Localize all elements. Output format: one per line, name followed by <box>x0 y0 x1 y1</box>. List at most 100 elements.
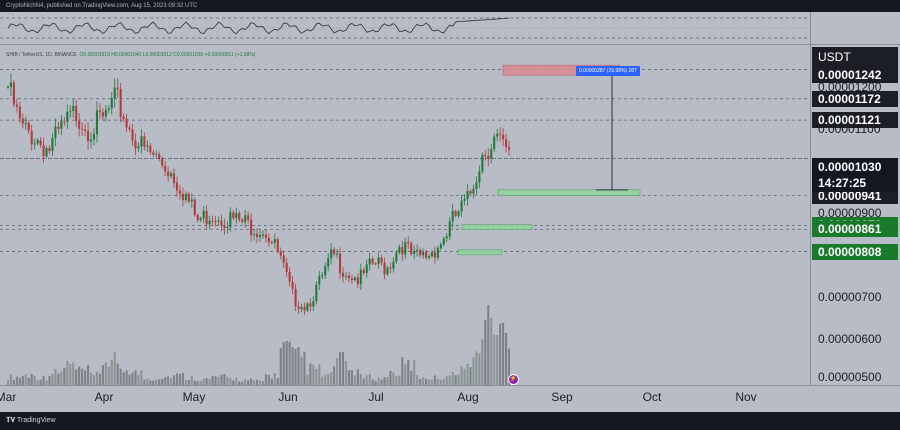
volume-bar <box>36 380 39 385</box>
candle-body <box>291 281 294 289</box>
volume-bar <box>507 348 511 385</box>
volume-bar <box>327 373 330 385</box>
candle-body <box>24 122 27 124</box>
volume-bar <box>167 376 170 385</box>
volume-bar <box>101 365 104 385</box>
candle-body <box>208 220 211 225</box>
candle-body <box>377 257 380 264</box>
volume-bar <box>125 370 128 385</box>
volume-bar <box>392 372 395 385</box>
main-chart-pane[interactable] <box>0 45 810 385</box>
volume-bar <box>42 375 45 385</box>
candle-body <box>270 242 273 244</box>
volume-bar <box>175 373 179 385</box>
volume-bar <box>211 375 214 385</box>
candle-body <box>164 165 167 172</box>
candle-body <box>205 210 208 225</box>
volume-bar <box>389 370 392 385</box>
candle-body <box>365 264 368 273</box>
price-label: 0.00001100 <box>818 121 881 136</box>
candle-body <box>18 106 21 119</box>
candle-body <box>149 145 152 153</box>
candle-body <box>30 131 33 145</box>
candle-body <box>478 171 481 183</box>
volume-bar <box>116 363 119 385</box>
event-marker-icon[interactable]: ⚡ <box>508 374 519 385</box>
volume-bar <box>119 368 122 385</box>
candle-body <box>401 247 404 255</box>
volume-bar <box>481 339 484 385</box>
volume-bar <box>253 380 256 385</box>
volume-bar <box>499 323 502 385</box>
volume-bar <box>469 367 472 385</box>
volume-bar <box>333 366 336 385</box>
candle-body <box>253 234 256 236</box>
volume-bar <box>356 369 359 385</box>
volume-bar <box>6 380 10 385</box>
time-label: Nov <box>735 390 757 404</box>
volume-bar <box>220 374 223 385</box>
volume-bar <box>232 380 235 385</box>
volume-bar <box>128 374 131 385</box>
currency-label[interactable]: USDT <box>812 47 898 67</box>
candle-body <box>172 173 176 183</box>
footer-brand: TradingView <box>16 417 56 424</box>
candle-body <box>451 211 454 222</box>
candle-body <box>457 211 460 216</box>
volume-bar <box>164 377 167 385</box>
volume-bar <box>95 371 98 385</box>
candle-body <box>321 274 324 277</box>
candle-body <box>217 220 220 222</box>
volume-bar <box>359 373 362 385</box>
time-label: Apr <box>94 390 114 404</box>
candle-body <box>282 255 285 263</box>
candle-body <box>6 86 10 88</box>
volume-bar <box>344 360 348 385</box>
volume-bar <box>276 378 279 385</box>
candle-body <box>193 199 196 216</box>
volume-bar <box>424 378 428 385</box>
volume-bar <box>318 363 321 385</box>
volume-bar <box>75 369 78 385</box>
volume-bar <box>475 351 478 385</box>
candle-body <box>427 256 431 258</box>
candle-body <box>410 243 413 254</box>
candle-body <box>333 249 336 255</box>
candle-body <box>110 98 113 109</box>
volume-bar <box>362 378 365 385</box>
publish-header-text: CryptoNichN4, published on TradingView.c… <box>6 3 198 9</box>
candle-body <box>63 121 66 123</box>
measure-tooltip: 0.00000287 (29.98%) 287 <box>576 66 640 76</box>
volume-bar <box>87 364 90 385</box>
volume-bar <box>288 341 291 385</box>
candle-body <box>122 116 125 119</box>
candle-body <box>48 148 51 152</box>
volume-bar <box>487 305 490 385</box>
time-label: Oct <box>642 390 662 404</box>
volume-bar <box>172 375 176 385</box>
candle-body <box>131 129 134 141</box>
candle-body <box>190 199 193 202</box>
volume-bar <box>291 347 294 385</box>
volume-bar <box>48 376 51 385</box>
time-axis[interactable]: Mar Apr May Jun Jul Aug Sep Oct Nov <box>0 385 900 413</box>
candle-body <box>472 188 475 194</box>
candle-body <box>395 252 398 262</box>
volume-bar <box>98 373 101 385</box>
candle-body <box>244 215 247 223</box>
support-zone <box>497 189 641 196</box>
volume-bar <box>466 363 469 385</box>
time-label: Jun <box>278 390 298 404</box>
candle-body <box>312 301 315 307</box>
volume-bar <box>27 377 30 385</box>
candle-body <box>350 278 353 281</box>
candle-body <box>422 251 425 256</box>
volume-bar <box>448 375 451 385</box>
candle-body <box>475 182 478 189</box>
indicator-pane[interactable] <box>0 12 810 45</box>
volume-bar <box>315 369 318 385</box>
volume-bar <box>472 357 475 385</box>
candle-body <box>273 239 276 243</box>
candle-body <box>101 112 104 117</box>
candle-body <box>279 251 282 256</box>
